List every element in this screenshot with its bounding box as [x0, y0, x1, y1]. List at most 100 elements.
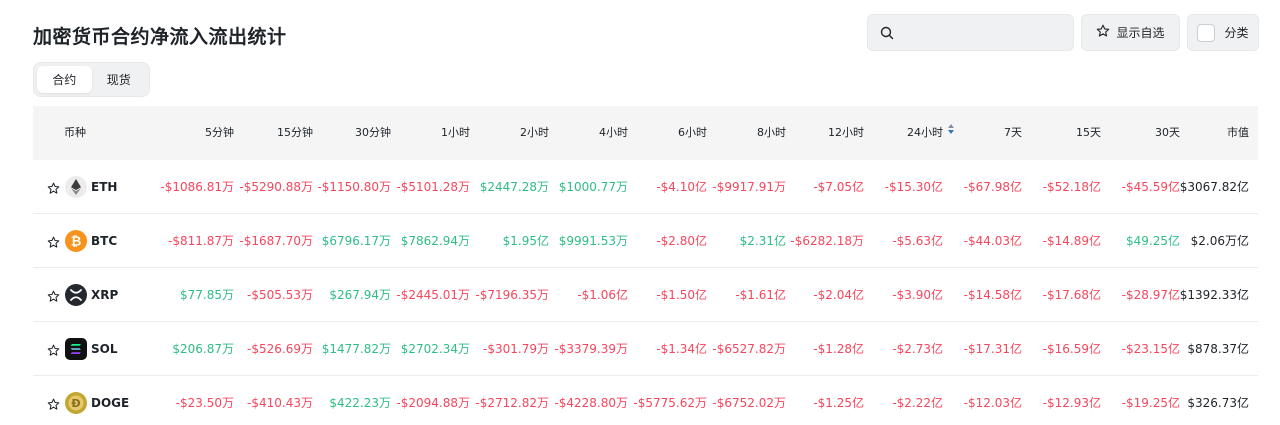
column-header-5[interactable]: 2小时 — [520, 106, 549, 160]
flow-value: $1477.82万 — [321, 342, 391, 356]
column-header-3[interactable]: 30分钟 — [355, 106, 391, 160]
flow-value: -$301.79万 — [483, 342, 549, 356]
doge-icon: Ð — [65, 392, 87, 414]
tab-futures[interactable]: 合约 — [37, 66, 92, 93]
column-header-4[interactable]: 1小时 — [441, 106, 470, 160]
table-row[interactable]: Ð DOGE -$23.50万 -$410.43万 $422.23万 -$2094.88万… — [33, 376, 1258, 425]
flow-value: -$1687.70万 — [239, 234, 313, 248]
svg-text:₿: ₿ — [71, 235, 82, 250]
column-header-coin[interactable]: 币种 — [64, 106, 86, 160]
column-header-10[interactable]: 24小时 — [907, 106, 955, 160]
flow-value: -$1.06亿 — [577, 288, 628, 302]
favorite-star-icon[interactable] — [47, 234, 60, 253]
column-header-8[interactable]: 8小时 — [757, 106, 786, 160]
flow-value: -$9917.91万 — [712, 180, 786, 194]
flow-value: -$3379.39万 — [554, 342, 628, 356]
flow-value: -$410.43万 — [247, 396, 313, 410]
star-icon — [1096, 24, 1110, 41]
favorite-star-icon[interactable] — [47, 288, 60, 307]
column-header-9[interactable]: 12小时 — [828, 106, 864, 160]
column-header-13[interactable]: 30天 — [1155, 106, 1180, 160]
search-input[interactable] — [904, 21, 1064, 45]
column-header-label: 市值 — [1227, 126, 1249, 139]
favorite-star-icon[interactable] — [47, 180, 60, 199]
coin-symbol: DOGE — [91, 396, 130, 410]
column-header-label: 币种 — [64, 126, 86, 139]
flow-value: -$7.05亿 — [813, 180, 864, 194]
category-checkbox[interactable] — [1197, 23, 1216, 42]
column-header-12[interactable]: 15天 — [1076, 106, 1101, 160]
search-icon — [880, 25, 894, 44]
flow-value: -$16.59亿 — [1042, 342, 1101, 356]
flow-value: -$5290.88万 — [239, 180, 313, 194]
flow-value: -$1150.80万 — [317, 180, 391, 194]
flow-value: $1.95亿 — [502, 234, 549, 248]
market-cap-value: $878.37亿 — [1187, 342, 1249, 356]
favorite-star-icon[interactable] — [47, 396, 60, 415]
search-box[interactable] — [867, 14, 1074, 51]
flow-value: -$1086.81万 — [160, 180, 234, 194]
flow-value: -$5101.28万 — [396, 180, 470, 194]
flow-value: -$12.93亿 — [1042, 396, 1101, 410]
column-header-6[interactable]: 4小时 — [599, 106, 628, 160]
flow-value: -$17.31亿 — [963, 342, 1022, 356]
favorite-star-icon[interactable] — [47, 342, 60, 361]
flow-value: -$5.63亿 — [892, 234, 943, 248]
flow-value: -$1.34亿 — [656, 342, 707, 356]
page-title: 加密货币合约净流入流出统计 — [33, 26, 287, 48]
column-header-label: 15分钟 — [277, 126, 313, 139]
table-row[interactable]: ₿ BTC -$811.87万 -$1687.70万 $6796.17万 $7862.94… — [33, 214, 1258, 268]
flow-value: -$19.25亿 — [1121, 396, 1180, 410]
flow-value: -$1.50亿 — [656, 288, 707, 302]
flow-value: $422.23万 — [329, 396, 391, 410]
column-header-14[interactable]: 市值 — [1227, 106, 1249, 160]
flow-value: -$2094.88万 — [396, 396, 470, 410]
coin-symbol: BTC — [91, 234, 118, 248]
coin-symbol: ETH — [91, 180, 118, 194]
flow-value: $206.87万 — [172, 342, 234, 356]
flow-value: -$2.73亿 — [892, 342, 943, 356]
flow-value: -$2712.82万 — [475, 396, 549, 410]
table-row[interactable]: SOL $206.87万 -$526.69万 $1477.82万 $2702.34万 -$… — [33, 322, 1258, 376]
flow-value: -$5775.62万 — [633, 396, 707, 410]
flow-value: $2702.34万 — [400, 342, 470, 356]
flow-value: -$505.53万 — [247, 288, 313, 302]
flow-value: -$811.87万 — [168, 234, 234, 248]
flow-value: -$14.89亿 — [1042, 234, 1101, 248]
category-toggle[interactable]: 分类 — [1187, 14, 1259, 51]
flow-value: -$12.03亿 — [963, 396, 1022, 410]
flow-value: $49.25亿 — [1126, 234, 1180, 248]
column-header-label: 30天 — [1155, 126, 1180, 139]
column-header-7[interactable]: 6小时 — [678, 106, 707, 160]
tab-spot[interactable]: 现货 — [106, 73, 131, 87]
flow-value: -$526.69万 — [247, 342, 313, 356]
flow-value: -$44.03亿 — [963, 234, 1022, 248]
column-header-label: 1小时 — [441, 126, 470, 139]
show-favorites-button[interactable]: 显示自选 — [1081, 14, 1180, 51]
market-cap-value: $3067.82亿 — [1179, 180, 1249, 194]
column-header-label: 12小时 — [828, 126, 864, 139]
sort-icon[interactable] — [947, 105, 955, 159]
column-header-label: 8小时 — [757, 126, 786, 139]
eth-icon — [65, 176, 87, 198]
flow-value: $267.94万 — [329, 288, 391, 302]
flow-value: -$1.25亿 — [813, 396, 864, 410]
btc-icon: ₿ — [65, 230, 87, 252]
show-favorites-label: 显示自选 — [1116, 26, 1165, 40]
column-header-label: 7天 — [1004, 126, 1022, 139]
column-header-1[interactable]: 5分钟 — [205, 106, 234, 160]
flow-value: -$2445.01万 — [396, 288, 470, 302]
column-header-2[interactable]: 15分钟 — [277, 106, 313, 160]
column-header-label: 5分钟 — [205, 126, 234, 139]
flow-value: -$2.22亿 — [892, 396, 943, 410]
flow-value: $9991.53万 — [558, 234, 628, 248]
flow-value: $2447.28万 — [479, 180, 549, 194]
flow-value: $7862.94万 — [400, 234, 470, 248]
column-header-label: 6小时 — [678, 126, 707, 139]
table-row[interactable]: ETH -$1086.81万 -$5290.88万 -$1150.80万 -$5101.… — [33, 160, 1258, 214]
flow-value: -$23.15亿 — [1121, 342, 1180, 356]
flow-value: $6796.17万 — [321, 234, 391, 248]
column-header-11[interactable]: 7天 — [1004, 106, 1022, 160]
table-row[interactable]: XRP $77.85万 -$505.53万 $267.94万 -$2445.01万 -$7… — [33, 268, 1258, 322]
flow-value: -$15.30亿 — [884, 180, 943, 194]
